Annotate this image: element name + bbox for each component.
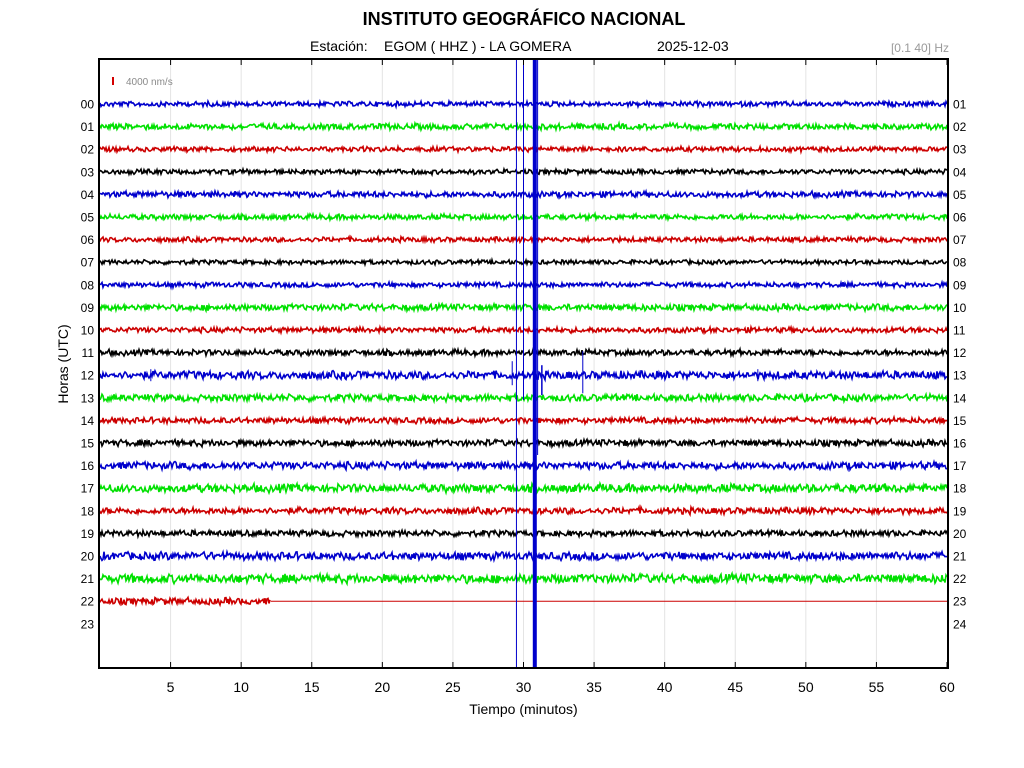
y-tick-right-02: 02 — [953, 120, 967, 134]
y-tick-right-19: 19 — [953, 504, 967, 518]
y-tick-left-07: 07 — [81, 256, 95, 270]
scale-bar — [112, 77, 114, 85]
trace-16 — [99, 458, 948, 473]
y-tick-left-01: 01 — [81, 120, 95, 134]
y-tick-left-23: 23 — [81, 617, 95, 631]
scale-label: 4000 nm/s — [126, 77, 173, 88]
y-tick-right-11: 11 — [953, 324, 966, 338]
y-tick-right-05: 05 — [953, 188, 967, 202]
y-tick-left-12: 12 — [81, 369, 95, 383]
x-tick-60: 60 — [939, 679, 955, 695]
y-tick-right-16: 16 — [953, 437, 967, 451]
y-tick-left-09: 09 — [81, 301, 95, 315]
y-tick-right-07: 07 — [953, 233, 967, 247]
station-name: EGOM ( HHZ ) - LA GOMERA — [384, 38, 572, 54]
y-tick-left-18: 18 — [81, 504, 95, 518]
y-tick-right-22: 22 — [953, 572, 967, 586]
y-tick-right-18: 18 — [953, 482, 967, 496]
y-tick-left-16: 16 — [81, 459, 95, 473]
y-tick-right-10: 10 — [953, 301, 967, 315]
y-tick-right-21: 21 — [953, 550, 967, 564]
trace-22 — [99, 595, 271, 608]
trace-19 — [99, 527, 948, 540]
y-tick-left-22: 22 — [81, 595, 95, 609]
trace-20 — [99, 548, 948, 564]
x-tick-45: 45 — [727, 679, 743, 695]
x-axis-label: Tiempo (minutos) — [469, 701, 577, 717]
x-tick-5: 5 — [167, 679, 175, 695]
events — [150, 60, 759, 667]
x-tick-50: 50 — [798, 679, 814, 695]
y-tick-right-03: 03 — [953, 143, 967, 157]
y-tick-left-10: 10 — [81, 324, 95, 338]
axes: 00 01 02 03 04 05 06 07 08 09 10 11 12 13 14 15 16 17 18 19… — [81, 60, 967, 695]
chart-date: 2025-12-03 — [657, 38, 729, 54]
y-axis-label: Horas (UTC) — [55, 324, 71, 403]
y-tick-left-19: 19 — [81, 527, 95, 541]
y-tick-left-20: 20 — [81, 550, 95, 564]
x-tick-30: 30 — [516, 679, 532, 695]
y-tick-right-01: 01 — [953, 98, 967, 112]
filter-band: [0.1 40] Hz — [890, 41, 949, 55]
y-tick-right-12: 12 — [953, 346, 967, 360]
y-tick-left-08: 08 — [81, 278, 95, 292]
grid — [170, 60, 877, 667]
y-tick-right-08: 08 — [953, 256, 967, 270]
y-tick-left-06: 06 — [81, 233, 95, 247]
y-tick-left-21: 21 — [81, 572, 95, 586]
y-tick-right-04: 04 — [953, 165, 967, 179]
y-tick-left-15: 15 — [81, 437, 95, 451]
y-tick-left-05: 05 — [81, 211, 95, 225]
station-label: Estación: — [310, 38, 368, 54]
x-tick-20: 20 — [375, 679, 391, 695]
trace-17 — [99, 480, 948, 496]
y-tick-left-13: 13 — [81, 391, 95, 405]
y-tick-left-03: 03 — [81, 165, 95, 179]
y-tick-right-15: 15 — [953, 414, 967, 428]
y-tick-right-17: 17 — [953, 459, 967, 473]
y-tick-left-11: 11 — [82, 346, 95, 360]
y-tick-left-00: 00 — [81, 98, 95, 112]
x-tick-25: 25 — [445, 679, 461, 695]
y-tick-left-04: 04 — [81, 188, 95, 202]
y-tick-right-09: 09 — [953, 278, 967, 292]
x-tick-10: 10 — [233, 679, 249, 695]
plot-frame — [98, 58, 949, 669]
y-tick-right-13: 13 — [953, 369, 967, 383]
y-tick-right-24: 24 — [953, 617, 967, 631]
y-tick-right-14: 14 — [953, 391, 967, 405]
y-tick-left-17: 17 — [81, 482, 95, 496]
trace-14 — [99, 414, 948, 427]
x-tick-55: 55 — [869, 679, 885, 695]
y-tick-right-20: 20 — [953, 527, 967, 541]
y-tick-right-23: 23 — [953, 595, 967, 609]
y-tick-left-14: 14 — [81, 414, 95, 428]
y-tick-left-02: 02 — [81, 143, 95, 157]
event-main-trace — [532, 60, 537, 667]
trace-18 — [99, 504, 948, 518]
x-tick-40: 40 — [657, 679, 673, 695]
x-tick-35: 35 — [586, 679, 602, 695]
x-tick-15: 15 — [304, 679, 320, 695]
trace-21 — [99, 570, 948, 587]
chart-title: INSTITUTO GEOGRÁFICO NACIONAL — [362, 9, 686, 29]
y-tick-right-06: 06 — [953, 211, 967, 225]
trace-15 — [99, 436, 948, 450]
